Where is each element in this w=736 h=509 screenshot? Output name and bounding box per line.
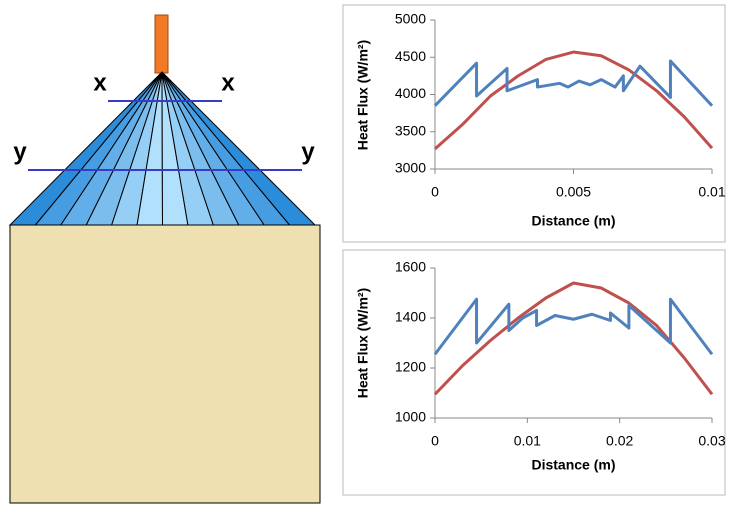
x-tick-label: 0.005 xyxy=(556,184,591,200)
rod xyxy=(154,14,169,74)
series-line xyxy=(434,50,714,151)
chart-frame xyxy=(342,4,726,243)
section-label: y xyxy=(301,138,315,165)
series-line xyxy=(433,59,714,107)
x-axis-title: Distance (m) xyxy=(531,213,615,229)
y-tick-label: 4000 xyxy=(395,85,426,101)
substrate xyxy=(9,224,321,504)
x-axis-title: Distance (m) xyxy=(531,457,615,473)
x-tick-label: 0 xyxy=(431,433,439,449)
spray-cone xyxy=(8,71,317,226)
y-axis-title: Heat Flux (W/m²) xyxy=(355,288,371,398)
series-line xyxy=(433,297,714,356)
y-axis-title: Heat Flux (W/m²) xyxy=(355,40,371,150)
section-label: y xyxy=(13,138,27,165)
y-tick-label: 3000 xyxy=(395,160,426,176)
series-line xyxy=(433,281,714,396)
y-tick-label: 5000 xyxy=(395,11,426,27)
chart-frame xyxy=(342,249,726,496)
y-tick-label: 3500 xyxy=(395,122,426,138)
y-tick-label: 1000 xyxy=(395,409,426,425)
y-tick-label: 1600 xyxy=(395,259,426,275)
x-tick-label: 0.01 xyxy=(514,433,541,449)
chart: 1000 1200 1400 1600 0 0.01 0.02 0.03 Distance (m… xyxy=(355,259,726,473)
diagram: x x y y xyxy=(8,14,321,504)
x-tick-label: 0.01 xyxy=(698,184,725,200)
y-tick-label: 4500 xyxy=(395,48,426,64)
x-tick-label: 0.03 xyxy=(698,433,725,449)
cone-segment xyxy=(161,71,317,226)
chart: 3000 3500 4000 4500 5000 0 0.005 0.01 Distance (… xyxy=(355,11,726,229)
y-tick-label: 1200 xyxy=(395,359,426,375)
section-label: x xyxy=(221,69,235,96)
x-tick-label: 0 xyxy=(431,184,439,200)
y-tick-label: 1400 xyxy=(395,309,426,325)
section-label: x xyxy=(93,69,107,96)
x-tick-label: 0.02 xyxy=(606,433,633,449)
